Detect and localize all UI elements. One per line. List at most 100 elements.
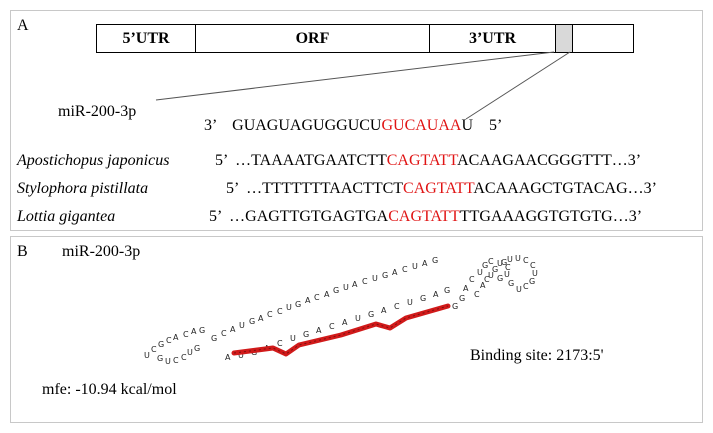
nt-letter: C: [530, 261, 536, 270]
nt-letter: C: [267, 310, 273, 319]
nt-letter: C: [277, 307, 283, 316]
target-prefix: …TTTTTTTAACTTCT: [246, 180, 404, 197]
segment-3utr-end: [572, 25, 633, 52]
target-row-3: 5’ …GAGTTGTGAGTGACAGTATTTTGAAAGGTGTGTG…3…: [209, 208, 642, 226]
nt-letter: U: [187, 348, 193, 357]
nt-letter: A: [305, 296, 311, 305]
nt-letter: A: [422, 259, 428, 268]
panel-a: A 5’UTR ORF 3’UTR miR-200-3p 3’ GUAGUAGU…: [10, 10, 703, 231]
binding-region-highlight: [555, 25, 572, 52]
nt-letter: C: [488, 257, 494, 266]
target-suffix: TTGAAAGGTGTGTG…3’: [459, 208, 643, 225]
nt-letter: A: [316, 326, 322, 335]
nt-letter: U: [239, 321, 245, 330]
nt-letter: C: [362, 277, 368, 286]
nt-letter: U: [488, 271, 494, 280]
nt-letter: C: [505, 263, 511, 272]
mirna-5prime: 5’: [489, 117, 503, 134]
nt-letter: G: [508, 279, 514, 288]
nt-letter: G: [199, 326, 205, 335]
nt-letter: U: [497, 259, 503, 268]
mirna-3prime: 3’: [204, 117, 217, 134]
panel-a-label: A: [17, 17, 29, 34]
nt-letter: G: [420, 294, 426, 303]
target-site: CAGTATT: [386, 152, 458, 169]
nt-letter: G: [444, 286, 450, 295]
mirna-name-b: miR-200-3p: [62, 243, 141, 260]
nt-letter: A: [230, 325, 236, 334]
mfe-label: mfe: -10.94 kcal/mol: [42, 381, 177, 398]
nt-letter: U: [286, 303, 292, 312]
nt-letter: G: [529, 277, 535, 286]
nt-letter: G: [194, 344, 200, 353]
nt-letter: U: [516, 285, 522, 294]
target-row-1: 5’ …TAAAATGAATCTTCAGTATTACAAGAACGGGTTT…3…: [215, 152, 641, 170]
zoom-lines: [155, 51, 571, 120]
nt-letter: A: [191, 327, 197, 336]
nt-letter: A: [324, 290, 330, 299]
nt-letter: U: [407, 298, 413, 307]
nt-letter: U: [507, 255, 513, 264]
nt-letter: C: [173, 356, 179, 365]
mirna-seed: GUCAUAA: [381, 117, 462, 134]
nt-letter: A: [381, 306, 387, 315]
target-row-2: 5’ …TTTTTTTAACTTCTCAGTATTACAAAGCTGTACAG……: [226, 180, 657, 198]
mirna-name: miR-200-3p: [58, 103, 137, 120]
target-suffix: ACAAGAACGGGTTT…3’: [457, 152, 642, 169]
nt-letter: U: [144, 351, 150, 360]
nt-letter: G: [333, 286, 339, 295]
target-species-1: Apostichopus japonicus: [17, 152, 170, 169]
nt-letter: C: [181, 353, 187, 362]
nt-letter: C: [151, 345, 157, 354]
mirna-sequence-row: 3’ GUAGUAGUGGUCUGUCAUAAU 5’: [204, 117, 502, 135]
nt-letter: G: [382, 271, 388, 280]
nt-letter: A: [480, 281, 486, 290]
nt-letter: U: [412, 262, 418, 271]
nt-letter: C: [329, 322, 335, 331]
nt-letter: C: [484, 275, 490, 284]
nt-letter: G: [295, 300, 301, 309]
nt-letter: G: [497, 274, 503, 283]
target-5prime: 5’: [209, 208, 222, 225]
nt-letter: G: [211, 334, 217, 343]
target-species-3: Lottia gigantea: [17, 208, 116, 225]
nt-letter: G: [492, 265, 498, 274]
mirna-seq-suffix: U: [461, 117, 474, 134]
nt-letter: A: [463, 284, 469, 293]
target-prefix: …GAGTTGTGAGTGA: [229, 208, 389, 225]
nt-letter: G: [157, 354, 163, 363]
target-species-2: Stylophora pistillata: [17, 180, 149, 197]
mirna-seq-prefix: GUAGUAGUGGUCU: [232, 117, 382, 134]
nt-letter: G: [501, 258, 507, 267]
nt-letter: U: [504, 270, 510, 279]
nt-letter: C: [402, 265, 408, 274]
nt-letter: U: [477, 268, 483, 277]
nt-letter: C: [221, 329, 227, 338]
nt-letter: C: [469, 275, 475, 284]
nt-letter: A: [392, 268, 398, 277]
segment-3utr: 3’UTR: [429, 25, 555, 52]
nt-letter: G: [482, 261, 488, 270]
nt-letter: A: [173, 333, 179, 342]
target-5prime: 5’: [215, 152, 228, 169]
nt-letter: G: [459, 294, 465, 303]
nt-letter: U: [165, 357, 171, 366]
nt-letter: A: [352, 280, 358, 289]
target-suffix: ACAAAGCTGTACAG…3’: [473, 180, 657, 197]
nt-letter: U: [343, 283, 349, 292]
nt-letter: C: [394, 302, 400, 311]
nt-letter: A: [258, 314, 264, 323]
target-5prime: 5’: [226, 180, 239, 197]
nt-letter: C: [474, 290, 480, 299]
nt-letter: A: [433, 290, 439, 299]
nt-letter: G: [432, 256, 438, 265]
segment-orf: ORF: [195, 25, 429, 52]
nt-letter: G: [249, 317, 255, 326]
gene-structure-bar: 5’UTR ORF 3’UTR: [96, 24, 634, 53]
nt-letter: G: [303, 330, 309, 339]
segment-5utr: 5’UTR: [122, 29, 170, 47]
nt-letter: C: [314, 293, 320, 302]
nt-letter: C: [166, 336, 172, 345]
nt-letter: U: [532, 269, 538, 278]
